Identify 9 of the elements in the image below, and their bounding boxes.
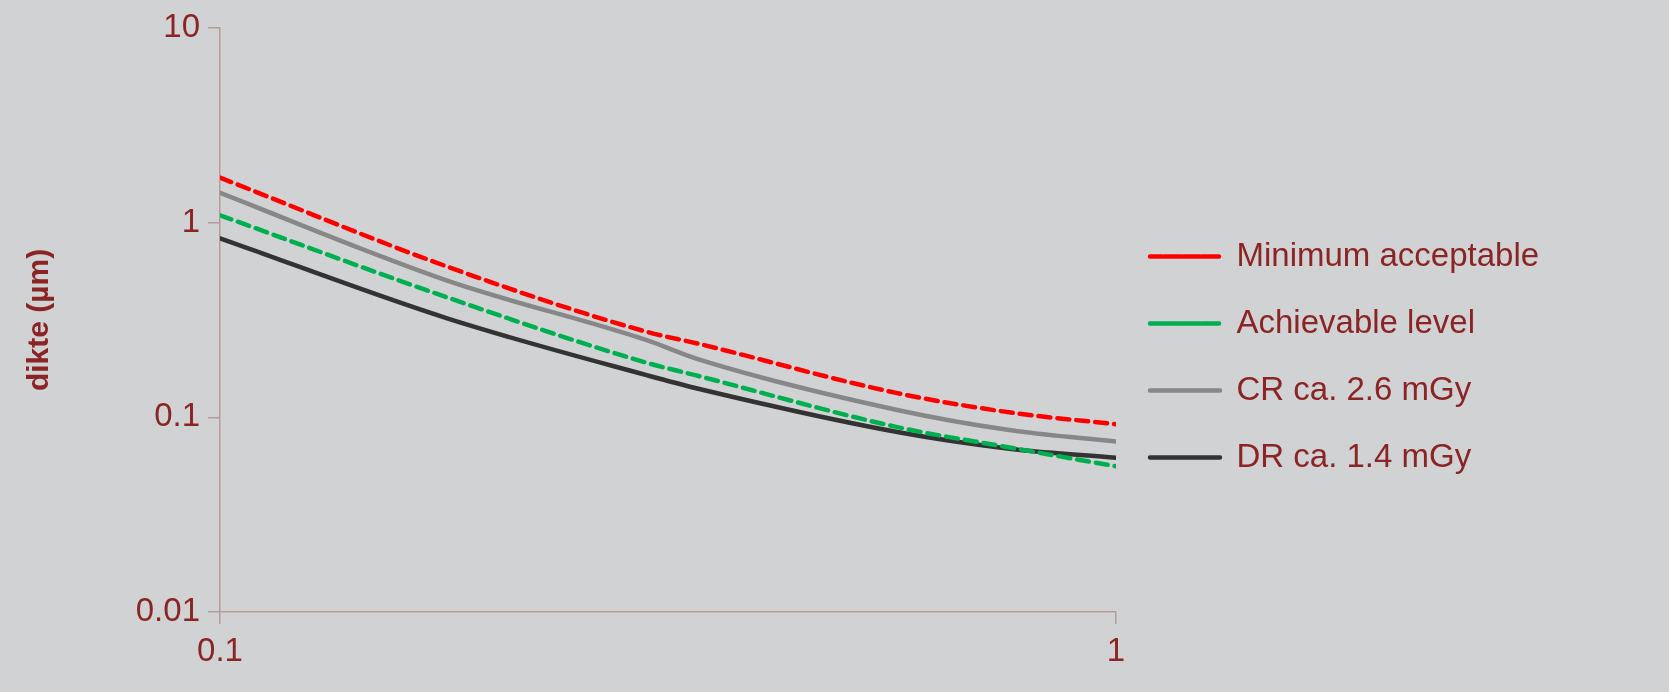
y-tick-label: 0.1 xyxy=(154,396,200,434)
legend-label: Minimum acceptable xyxy=(1236,235,1540,273)
y-tick-label: 10 xyxy=(163,6,200,44)
y-tick-label: 1 xyxy=(181,201,200,239)
legend-label: Achievable level xyxy=(1236,302,1475,340)
legend-label: CR ca. 2.6 mGy xyxy=(1236,369,1472,407)
y-axis-title: dikte (µm) xyxy=(21,248,55,392)
y-tick-label: 0.01 xyxy=(135,591,200,629)
legend-label: DR ca. 1.4 mGy xyxy=(1236,436,1472,474)
